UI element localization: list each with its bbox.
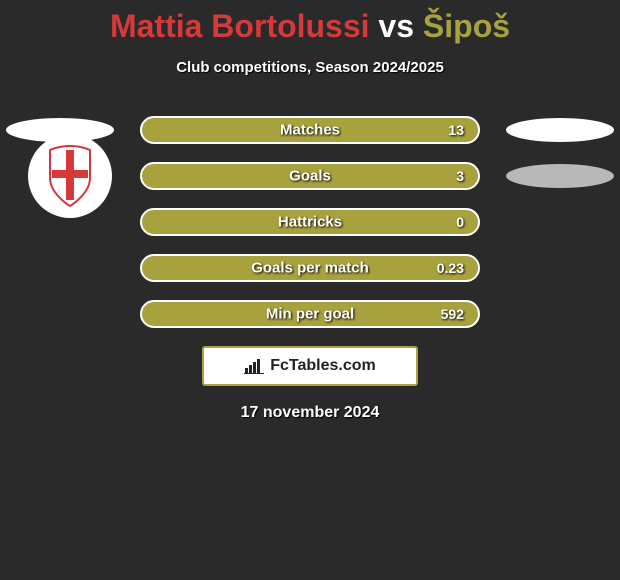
brand-text: FcTables.com [270, 357, 376, 375]
stat-label: Goals per match [251, 260, 369, 277]
stat-bar: Matches 13 [140, 116, 480, 144]
stat-label: Goals [289, 168, 331, 185]
stat-row: Goals per match 0.23 [0, 254, 620, 282]
stat-row: Matches 13 [0, 116, 620, 144]
shield-icon [44, 144, 96, 208]
stat-row: Min per goal 592 [0, 300, 620, 328]
stat-bar: Min per goal 592 [140, 300, 480, 328]
stat-value: 13 [448, 122, 464, 138]
stat-value: 0 [456, 214, 464, 230]
page-title: Mattia Bortolussi vs Šipoš [0, 8, 620, 45]
stat-row: Hattricks 0 [0, 208, 620, 236]
stat-value: 0.23 [437, 260, 464, 276]
infographic-container: Mattia Bortolussi vs Šipoš Club competit… [0, 0, 620, 422]
stats-block: Matches 13 Goals 3 [0, 116, 620, 328]
subtitle: Club competitions, Season 2024/2025 [0, 59, 620, 76]
title-player1: Mattia Bortolussi [110, 8, 370, 44]
right-ellipse [506, 118, 614, 142]
stat-label: Min per goal [266, 306, 354, 323]
date-text: 17 november 2024 [0, 404, 620, 422]
stat-row: Goals 3 [0, 162, 620, 190]
stat-bar: Hattricks 0 [140, 208, 480, 236]
stat-value: 3 [456, 168, 464, 184]
stat-bar: Goals 3 [140, 162, 480, 190]
bar-chart-icon [244, 358, 264, 374]
stat-label: Matches [280, 122, 340, 139]
brand-box: FcTables.com [202, 346, 418, 386]
title-vs: vs [370, 8, 423, 44]
right-ellipse [506, 164, 614, 188]
stat-label: Hattricks [278, 214, 342, 231]
club-badge [28, 134, 112, 218]
title-player2: Šipoš [423, 8, 510, 44]
stat-bar: Goals per match 0.23 [140, 254, 480, 282]
stat-value: 592 [441, 306, 464, 322]
